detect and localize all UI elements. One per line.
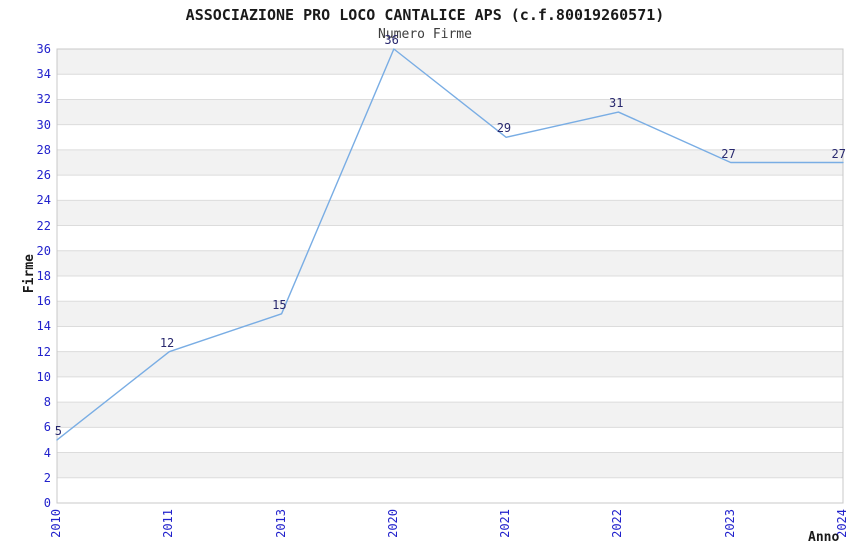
- y-tick-label: 18: [36, 269, 51, 283]
- y-tick-label: 36: [36, 42, 51, 56]
- x-tick-label: 2011: [161, 509, 176, 538]
- chart-subtitle: Numero Firme: [378, 27, 472, 42]
- y-tick-label: 6: [43, 420, 51, 435]
- grid-band: [57, 351, 843, 377]
- y-tick-label: 26: [36, 168, 51, 183]
- y-tick-label: 4: [43, 445, 51, 460]
- y-tick-label: 10: [36, 369, 51, 384]
- point-value-label: 12: [159, 335, 175, 350]
- y-tick-label: 32: [36, 92, 51, 107]
- grid-band: [57, 301, 843, 327]
- x-tick-label: 2022: [610, 509, 625, 538]
- x-tick-label: 2023: [722, 509, 737, 538]
- y-tick-label: 20: [36, 243, 51, 258]
- point-value-label: 31: [608, 96, 624, 111]
- y-tick-label: 28: [36, 142, 51, 157]
- x-axis-title: Anno: [808, 530, 840, 545]
- point-value-label: 27: [721, 146, 736, 161]
- grid-band: [57, 402, 843, 428]
- y-tick-label: 22: [36, 218, 51, 233]
- y-tick-label: 14: [36, 319, 51, 334]
- y-tick-label: 2: [43, 470, 51, 485]
- y-tick-label: 34: [36, 67, 51, 82]
- y-tick-label: 8: [43, 395, 51, 410]
- grid-band: [57, 99, 843, 125]
- point-value-label: 15: [272, 297, 287, 312]
- y-tick-label: 16: [36, 294, 51, 309]
- y-tick-label: 24: [36, 193, 51, 208]
- y-tick-label: 30: [36, 117, 51, 132]
- point-value-label: 29: [496, 121, 512, 136]
- point-value-label: 27: [831, 146, 846, 161]
- point-value-label: 36: [384, 33, 399, 47]
- x-tick-label: 2021: [498, 509, 513, 538]
- plot-border: [56, 48, 844, 504]
- x-tick-label: 2020: [385, 509, 400, 538]
- grid-band: [57, 200, 843, 226]
- grid-band: [57, 250, 843, 276]
- chart-title: ASSOCIAZIONE PRO LOCO CANTALICE APS (c.f…: [185, 6, 665, 24]
- y-tick-label: 12: [36, 344, 51, 359]
- x-tick-label: 2013: [273, 509, 288, 538]
- grid-band: [57, 452, 843, 478]
- series-line: [56, 48, 844, 441]
- x-tick-label: 2010: [49, 509, 63, 538]
- y-tick-label: 0: [43, 496, 51, 510]
- point-value-label: 5: [54, 423, 62, 438]
- grid-band: [57, 49, 843, 75]
